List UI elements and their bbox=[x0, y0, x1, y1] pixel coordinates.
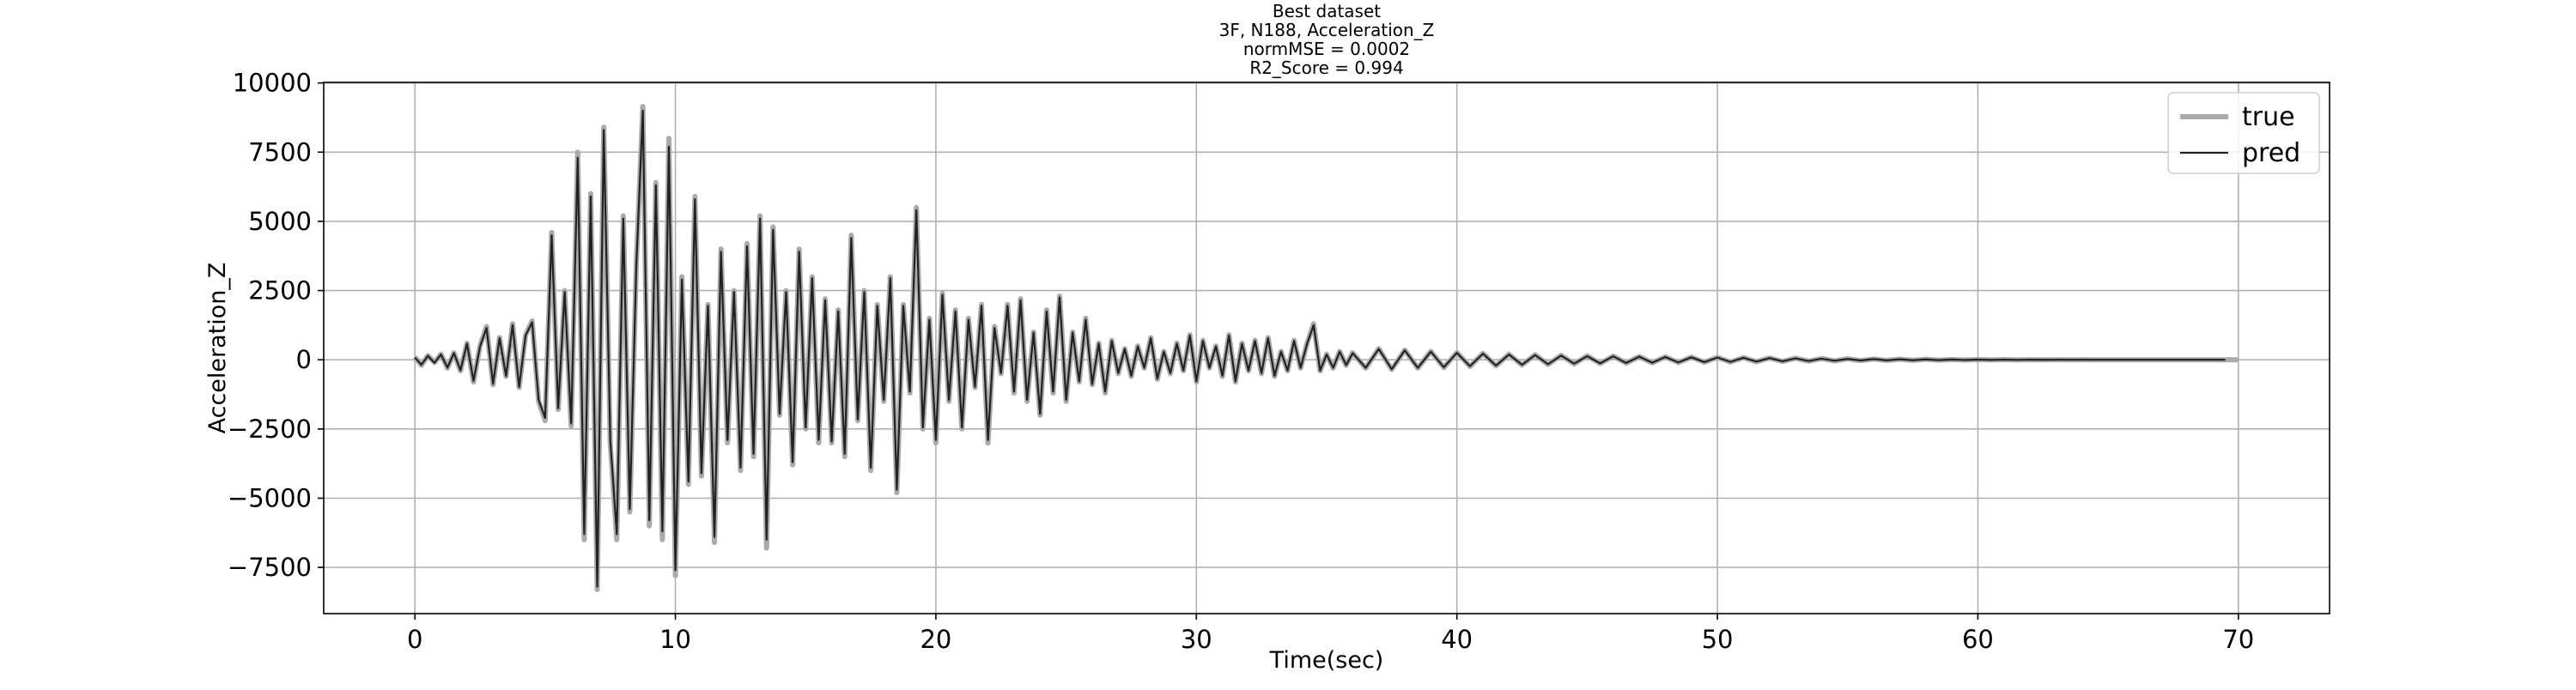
chart-title: 3F, N188, Acceleration_Z bbox=[1219, 20, 1435, 40]
chart-title: Best dataset bbox=[1273, 1, 1381, 21]
y-tick-label: −2500 bbox=[228, 415, 312, 444]
x-tick-label: 40 bbox=[1441, 625, 1473, 654]
series-line bbox=[414, 109, 2226, 588]
x-tick-label: 30 bbox=[1181, 625, 1212, 654]
x-tick-label: 60 bbox=[1962, 625, 1994, 654]
y-tick-label: 10000 bbox=[233, 69, 312, 98]
y-tick-label: 0 bbox=[296, 345, 312, 374]
y-tick-label: 2500 bbox=[248, 276, 312, 306]
x-axis-label: Time(sec) bbox=[1269, 647, 1384, 674]
legend-label: true bbox=[2242, 102, 2295, 132]
y-axis-label: Acceleration_Z bbox=[204, 263, 231, 434]
legend-label: pred bbox=[2242, 138, 2300, 168]
chart-title: R2_Score = 0.994 bbox=[1249, 58, 1403, 78]
plot-frame bbox=[323, 82, 2330, 614]
x-tick-label: 50 bbox=[1702, 625, 1734, 654]
x-tick-label: 0 bbox=[407, 625, 422, 654]
y-tick-label: 7500 bbox=[248, 137, 312, 166]
x-tick-label: 70 bbox=[2222, 625, 2254, 654]
y-tick-label: −7500 bbox=[228, 553, 312, 582]
x-tick-label: 10 bbox=[659, 625, 691, 654]
y-tick-label: −5000 bbox=[228, 483, 312, 512]
x-tick-label: 20 bbox=[920, 625, 951, 654]
y-tick-label: 5000 bbox=[248, 207, 312, 236]
chart-title: normMSE = 0.0002 bbox=[1243, 39, 1410, 59]
